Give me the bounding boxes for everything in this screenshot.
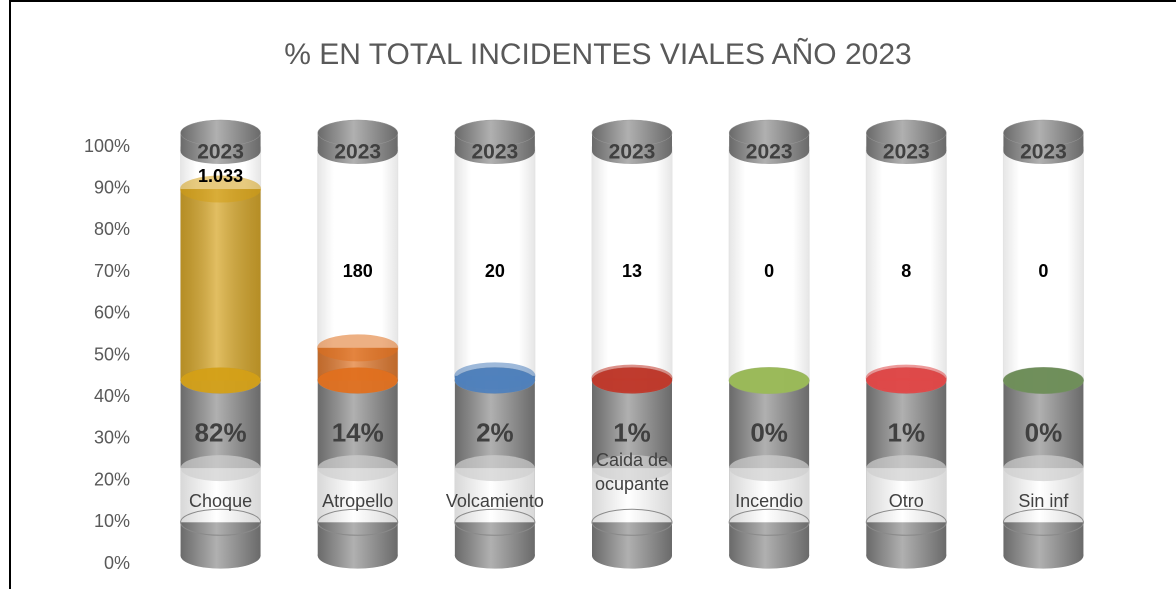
x-tick-label: Choque xyxy=(189,491,253,512)
series-name: 2023 xyxy=(197,141,244,164)
glass xyxy=(1002,146,1084,382)
x-tick-label: Sin inf xyxy=(1018,491,1069,512)
y-tick-label: 80% xyxy=(94,219,130,239)
base-band-edge xyxy=(180,455,261,482)
cap-top xyxy=(454,119,536,147)
frame xyxy=(9,0,1176,589)
value-label: 82% xyxy=(195,418,247,448)
value-label: 14% xyxy=(332,418,384,448)
series-name: 2023 xyxy=(746,141,793,164)
cap-top xyxy=(728,119,810,147)
base-band-edge xyxy=(591,508,673,536)
base-band-edge xyxy=(728,508,810,536)
y-tick-label: 20% xyxy=(94,469,130,489)
count-label: 0 xyxy=(1038,261,1048,281)
base-band-edge xyxy=(180,508,262,536)
count-label: 1.033 xyxy=(198,166,243,186)
bar-top xyxy=(454,362,536,390)
x-tick-label: Incendio xyxy=(735,491,804,512)
base-band-edge xyxy=(865,508,947,536)
cap-top xyxy=(866,119,947,147)
base-band-edge xyxy=(1003,455,1084,482)
series-name: 2023 xyxy=(883,141,930,164)
bar-top xyxy=(591,364,673,392)
value-label: 1% xyxy=(887,418,925,448)
base-band-edge xyxy=(317,508,399,536)
series-name: 2023 xyxy=(609,141,656,164)
count-label: 180 xyxy=(343,261,373,281)
x-tick-label: Otro xyxy=(888,491,924,512)
base-band-edge xyxy=(317,455,398,482)
count-label: 0 xyxy=(764,261,774,281)
series-name: 2023 xyxy=(334,141,381,164)
series-name: 2023 xyxy=(1020,141,1067,164)
bar-top xyxy=(180,175,262,203)
x-tick-label: Atropello xyxy=(322,491,394,512)
bar-top xyxy=(1002,367,1084,395)
y-tick-label: 10% xyxy=(94,511,130,531)
bar-bottom xyxy=(317,367,398,394)
glass xyxy=(728,146,810,382)
y-tick-label: 30% xyxy=(94,428,130,448)
y-tick-label: 0% xyxy=(104,553,130,573)
glass xyxy=(454,146,536,382)
count-label: 8 xyxy=(901,261,911,281)
bar-top xyxy=(728,367,810,395)
value-label: 2% xyxy=(476,418,514,448)
chart-title: % EN TOTAL INCIDENTES VIALES AÑO 2023 xyxy=(284,37,911,71)
base-band-edge xyxy=(1002,508,1084,536)
cap-top xyxy=(317,119,398,147)
bar-top xyxy=(865,364,947,392)
y-tick-label: 50% xyxy=(94,344,130,364)
base-band-edge xyxy=(454,508,536,536)
value-label: 0% xyxy=(1025,418,1063,448)
base-band-edge xyxy=(454,455,535,482)
base-band-edge xyxy=(729,455,810,482)
y-tick-label: 40% xyxy=(94,386,130,406)
y-tick-label: 70% xyxy=(94,261,130,281)
y-tick-label: 60% xyxy=(94,303,130,323)
base-band-edge xyxy=(866,455,947,482)
value-label: 0% xyxy=(750,418,788,448)
x-tick-label: Caida de ocupante xyxy=(594,449,670,494)
glass xyxy=(591,146,673,382)
cap-top xyxy=(1003,119,1084,147)
series-name: 2023 xyxy=(471,141,518,164)
value-label: 1% xyxy=(613,418,651,448)
cap-top xyxy=(180,119,261,147)
base-band-edge xyxy=(592,455,672,482)
cap-top xyxy=(591,119,673,147)
count-label: 13 xyxy=(622,261,642,281)
bar-top xyxy=(317,334,399,362)
bar-bottom xyxy=(180,367,261,394)
bar-shine xyxy=(180,189,261,381)
y-tick-label: 90% xyxy=(94,177,130,197)
y-tick-label: 100% xyxy=(84,136,130,156)
count-label: 20 xyxy=(485,261,505,281)
x-tick-label: Volcamiento xyxy=(445,491,544,512)
